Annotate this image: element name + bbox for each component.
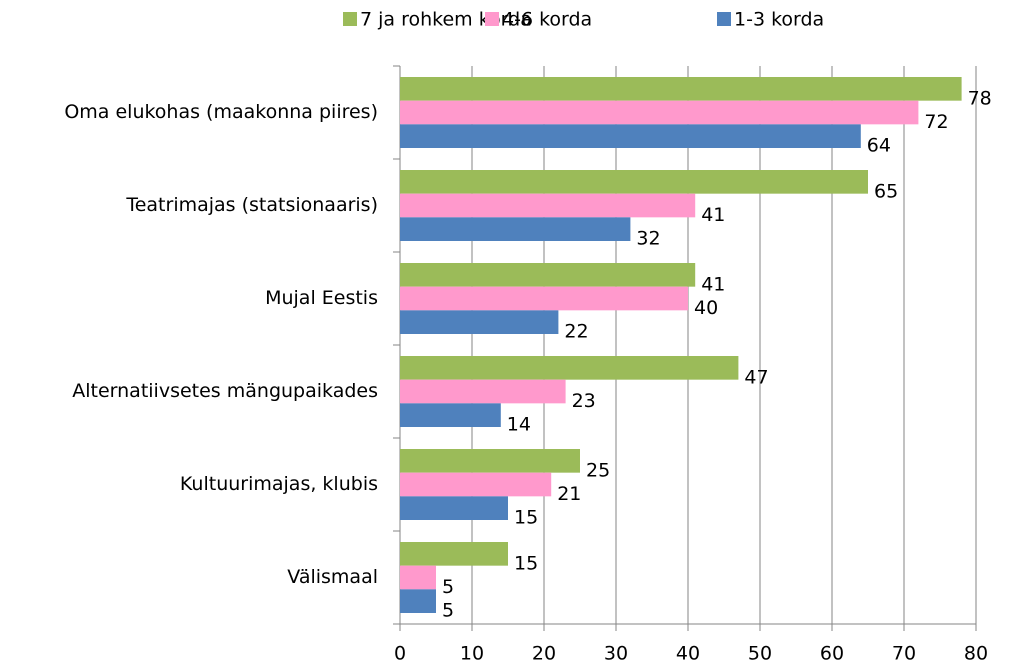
x-tick-label: 20 xyxy=(532,643,556,662)
bar xyxy=(400,589,436,613)
bar xyxy=(400,170,868,194)
x-tick-label: 30 xyxy=(604,643,628,662)
legend-label: 4-6 korda xyxy=(502,9,592,31)
x-tick-label: 40 xyxy=(676,643,700,662)
value-label: 64 xyxy=(867,135,891,157)
value-label: 41 xyxy=(701,273,725,295)
value-label: 25 xyxy=(586,459,610,481)
x-tick-label: 70 xyxy=(892,643,916,662)
legend-swatch xyxy=(343,12,357,26)
value-label: 23 xyxy=(572,390,596,412)
x-tick-label: 10 xyxy=(460,643,484,662)
y-tick-label: Mujal Eestis xyxy=(265,287,378,309)
x-tick-label: 60 xyxy=(820,643,844,662)
y-tick-label: Teatrimajas (statsionaaris) xyxy=(125,194,378,216)
bar xyxy=(400,496,508,520)
value-label: 21 xyxy=(557,483,581,505)
bar xyxy=(400,565,436,590)
bar xyxy=(400,542,508,566)
bar xyxy=(400,472,552,497)
value-label: 14 xyxy=(507,414,531,436)
value-label: 32 xyxy=(636,228,660,250)
bar xyxy=(400,379,566,404)
value-label: 65 xyxy=(874,180,898,202)
bar xyxy=(400,403,501,427)
bar xyxy=(400,217,631,241)
bar xyxy=(400,124,861,148)
y-tick-label: Välismaal xyxy=(287,566,378,588)
bar xyxy=(400,356,739,380)
value-label: 47 xyxy=(744,366,768,388)
bar xyxy=(400,449,580,473)
value-label: 72 xyxy=(924,111,948,133)
bar xyxy=(400,193,696,218)
value-label: 5 xyxy=(442,576,454,598)
legend-swatch xyxy=(485,12,499,26)
value-label: 5 xyxy=(442,600,454,622)
legend-label: 1-3 korda xyxy=(734,9,824,31)
value-label: 41 xyxy=(701,204,725,226)
value-label: 15 xyxy=(514,552,538,574)
value-label: 15 xyxy=(514,507,538,529)
bar xyxy=(400,263,696,287)
y-tick-label: Kultuurimajas, klubis xyxy=(180,473,378,495)
bar xyxy=(400,77,962,101)
value-label: 40 xyxy=(694,297,718,319)
y-tick-label: Oma elukohas (maakonna piires) xyxy=(64,101,378,123)
x-tick-label: 80 xyxy=(964,643,988,662)
value-label: 78 xyxy=(968,87,992,109)
y-tick-label: Alternatiivsetes mängupaikades xyxy=(72,380,378,402)
x-tick-label: 50 xyxy=(748,643,772,662)
x-tick-label: 0 xyxy=(394,643,406,662)
legend-swatch xyxy=(717,12,731,26)
bar xyxy=(400,100,919,125)
value-label: 22 xyxy=(564,321,588,343)
bar xyxy=(400,286,688,311)
bar xyxy=(400,310,559,334)
